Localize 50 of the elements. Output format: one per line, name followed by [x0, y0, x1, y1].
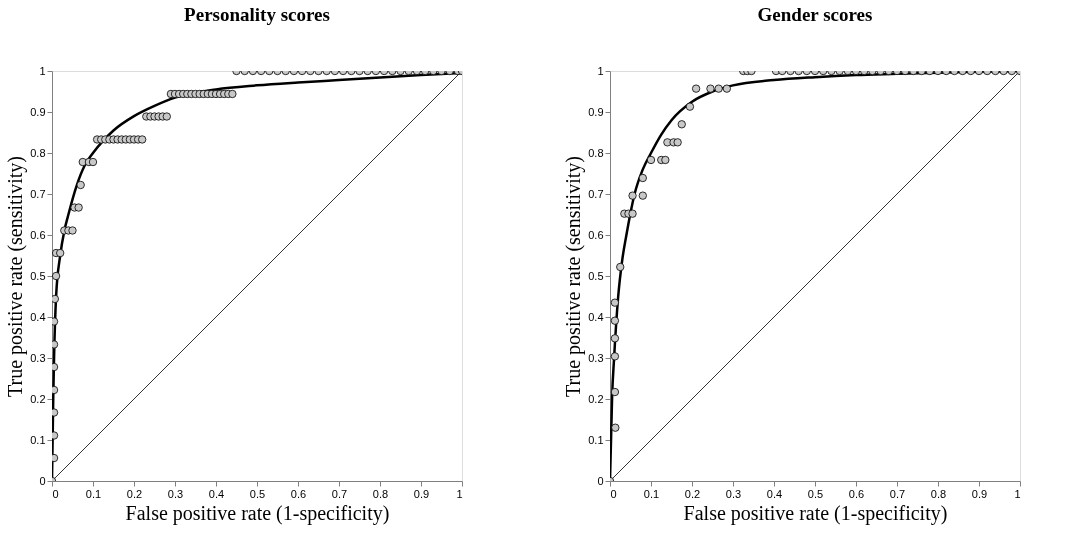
x-tick-label: 0	[610, 487, 617, 500]
y-tick-label: 0.2	[30, 392, 46, 405]
x-axis-title: False positive rate (1-specificity)	[125, 501, 390, 525]
y-tick-label: 0.9	[30, 105, 46, 118]
x-tick-label: 0	[52, 487, 59, 500]
y-tick-label: 0.3	[588, 351, 604, 364]
x-tick-label: 0.5	[249, 487, 266, 500]
y-tick-label: 0.3	[30, 351, 46, 364]
y-tick-label: 0.6	[30, 228, 46, 241]
y-tick-label: 0.8	[588, 146, 604, 159]
x-axis-title: False positive rate (1-specificity)	[683, 501, 948, 525]
y-tick-label: 0.4	[588, 310, 604, 323]
x-tick-label: 0.8	[372, 487, 389, 500]
x-tick-label: 1	[456, 487, 463, 500]
y-tick-label: 0.1	[588, 433, 604, 446]
chart-title: Personality scores	[184, 4, 330, 25]
y-tick-label: 0.8	[30, 146, 46, 159]
x-tick-label: 0.3	[725, 487, 742, 500]
y-tick-label: 0.5	[30, 269, 46, 282]
y-tick-label: 0.7	[30, 187, 46, 200]
x-tick-label: 0.5	[807, 487, 824, 500]
x-tick-label: 0.7	[889, 487, 906, 500]
x-tick-label: 0.2	[126, 487, 143, 500]
x-tick-label: 0.7	[331, 487, 348, 500]
y-tick-label: 0.7	[588, 187, 604, 200]
y-tick-label: 0	[597, 474, 604, 487]
x-tick-label: 0.4	[208, 487, 225, 500]
x-tick-label: 0.6	[290, 487, 307, 500]
x-tick-label: 0.1	[643, 487, 660, 500]
y-tick-label: 0.5	[588, 269, 604, 282]
y-tick-label: 0.6	[588, 228, 604, 241]
y-tick-label: 1	[39, 64, 46, 77]
y-axis-title: True positive rate (sensitivity)	[4, 156, 28, 397]
y-tick-label: 0	[39, 474, 46, 487]
x-tick-label: 0.9	[413, 487, 430, 500]
x-tick-label: 1	[1014, 487, 1021, 500]
y-tick-label: 0.4	[30, 310, 46, 323]
x-tick-label: 0.9	[971, 487, 988, 500]
chart-title: Gender scores	[757, 4, 873, 25]
y-tick-label: 0.2	[588, 392, 604, 405]
x-tick-label: 0.3	[167, 487, 184, 500]
x-tick-label: 0.4	[766, 487, 783, 500]
x-tick-label: 0.8	[930, 487, 947, 500]
y-tick-label: 0.1	[30, 433, 46, 446]
y-tick-label: 1	[597, 64, 604, 77]
y-axis-title: True positive rate (sensitivity)	[562, 156, 586, 397]
x-tick-label: 0.6	[848, 487, 865, 500]
x-tick-label: 0.1	[85, 487, 102, 500]
x-tick-label: 0.2	[684, 487, 701, 500]
y-tick-label: 0.9	[588, 105, 604, 118]
